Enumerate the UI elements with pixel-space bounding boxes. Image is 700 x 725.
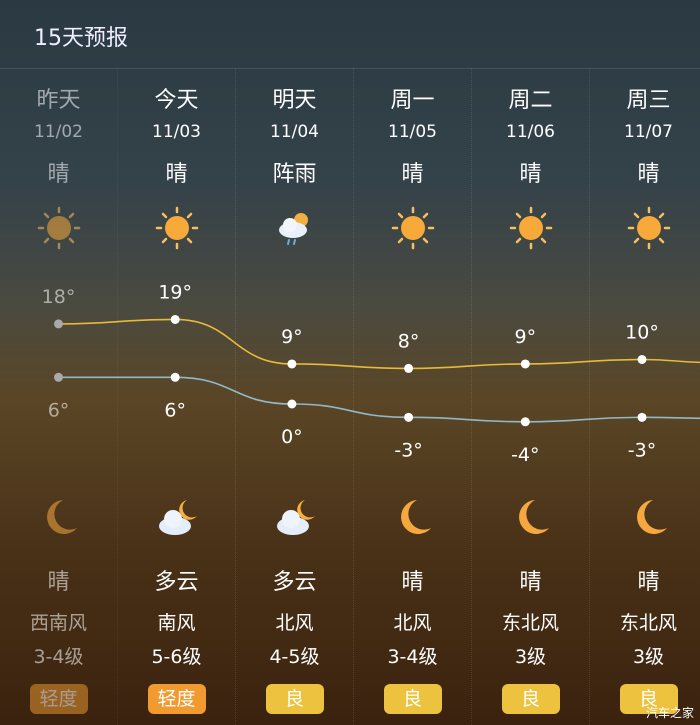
sun-icon — [509, 206, 553, 250]
night-condition: 多云 — [272, 570, 317, 595]
wind-level: 3级 — [632, 646, 665, 668]
moon-icon — [509, 496, 553, 540]
watermark: 汽车之家 — [645, 706, 694, 720]
wind-level: 3级 — [514, 646, 547, 668]
date-label: 11/03 — [152, 122, 201, 142]
wind-level: 3-4级 — [33, 646, 84, 668]
sun-icon — [155, 206, 199, 250]
cloud-moon-icon — [155, 496, 199, 540]
day-column[interactable]: 明天 11/04 阵雨 多云 北风 4-5级 良 — [236, 68, 354, 725]
date-label: 11/07 — [624, 122, 673, 142]
forecast-columns: 昨天 11/02 晴 晴 西南风 3-4级 轻度 今天 11/03 晴 多云 南… — [0, 68, 700, 725]
aqi-badge: 良 — [501, 684, 560, 714]
day-condition: 晴 — [401, 162, 424, 187]
day-label: 周三 — [626, 88, 671, 113]
day-condition: 阵雨 — [272, 162, 317, 187]
wind-direction: 北风 — [275, 612, 314, 634]
day-condition: 晴 — [519, 162, 542, 187]
sun-icon — [627, 206, 671, 250]
wind-level: 3-4级 — [387, 646, 438, 668]
wind-direction: 东北风 — [501, 612, 559, 634]
night-condition: 晴 — [519, 570, 542, 595]
night-condition: 晴 — [401, 570, 424, 595]
day-column[interactable]: 今天 11/03 晴 多云 南风 5-6级 轻度 — [118, 68, 236, 725]
day-column[interactable]: 昨天 11/02 晴 晴 西南风 3-4级 轻度 — [0, 68, 118, 725]
aqi-badge: 良 — [383, 684, 442, 714]
sun-icon — [37, 206, 81, 250]
day-condition: 晴 — [47, 162, 70, 187]
aqi-badge: 良 — [619, 684, 678, 714]
day-label: 今天 — [154, 88, 199, 113]
night-condition: 多云 — [154, 570, 199, 595]
moon-icon — [37, 496, 81, 540]
day-column[interactable]: 周三 11/07 晴 晴 东北风 3级 良 — [590, 68, 700, 725]
wind-direction: 北风 — [393, 612, 432, 634]
wind-direction: 西南风 — [29, 612, 87, 634]
day-column[interactable]: 周二 11/06 晴 晴 东北风 3级 良 — [472, 68, 590, 725]
moon-icon — [391, 496, 435, 540]
day-condition: 晴 — [637, 162, 660, 187]
date-label: 11/04 — [270, 122, 319, 142]
shower-icon — [273, 206, 317, 250]
night-condition: 晴 — [47, 570, 70, 595]
header: 15天预报 — [0, 0, 700, 69]
moon-icon — [627, 496, 671, 540]
day-column[interactable]: 周一 11/05 晴 晴 北风 3-4级 良 — [354, 68, 472, 725]
day-label: 周一 — [390, 88, 435, 113]
day-label: 昨天 — [36, 88, 81, 113]
date-label: 11/06 — [506, 122, 555, 142]
cloud-moon-icon — [273, 496, 317, 540]
wind-level: 5-6级 — [151, 646, 202, 668]
aqi-badge: 良 — [265, 684, 324, 714]
date-label: 11/02 — [34, 122, 83, 142]
wind-direction: 东北风 — [619, 612, 677, 634]
aqi-badge: 轻度 — [29, 684, 88, 714]
aqi-badge: 轻度 — [147, 684, 206, 714]
date-label: 11/05 — [388, 122, 437, 142]
sun-icon — [391, 206, 435, 250]
wind-direction: 南风 — [157, 612, 196, 634]
night-condition: 晴 — [637, 570, 660, 595]
day-label: 周二 — [508, 88, 553, 113]
wind-level: 4-5级 — [269, 646, 320, 668]
day-label: 明天 — [272, 88, 317, 113]
day-condition: 晴 — [165, 162, 188, 187]
page-title: 15天预报 — [34, 26, 128, 51]
